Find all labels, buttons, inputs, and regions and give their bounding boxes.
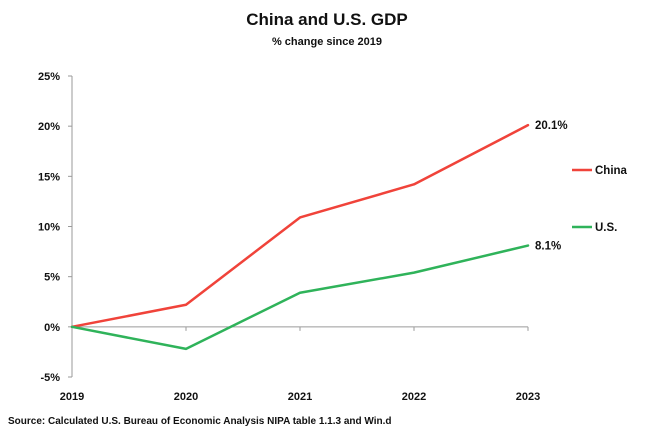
x-tick-label: 2022 (402, 391, 426, 403)
y-tick-label: 20% (38, 121, 60, 133)
legend-label-u-s: U.S. (595, 222, 617, 234)
data-label-china: 20.1% (535, 120, 568, 132)
x-tick-label: 2020 (174, 391, 198, 403)
x-tick-label: 2019 (60, 391, 84, 403)
chart-subtitle: % change since 2019 (272, 36, 382, 48)
axes: -5% 0% 5% 10% 15% 20% 25% 2019 2020 2021 2022 2023 (38, 71, 540, 403)
source-note: Source: Calculated U.S. Bureau of Econom… (8, 416, 392, 427)
chart-title: China and U.S. GDP (246, 10, 408, 29)
y-tick-label: 10% (38, 222, 60, 234)
series-lines (70, 123, 530, 351)
x-tick-label: 2021 (288, 391, 312, 403)
legend-label-china: China (595, 165, 628, 177)
y-tick-label: 0% (44, 322, 60, 334)
legend: China U.S. (572, 165, 628, 234)
data-label-u-s: 8.1% (535, 241, 561, 253)
data-labels: 20.1% 8.1% (535, 120, 568, 252)
y-tick-label: -5% (40, 372, 60, 384)
series-line-u-s (70, 244, 530, 351)
series-line-china (70, 123, 530, 329)
x-tick-label: 2023 (516, 391, 540, 403)
y-tick-label: 25% (38, 71, 60, 83)
y-tick-label: 5% (44, 272, 60, 284)
y-tick-label: 15% (38, 171, 60, 183)
